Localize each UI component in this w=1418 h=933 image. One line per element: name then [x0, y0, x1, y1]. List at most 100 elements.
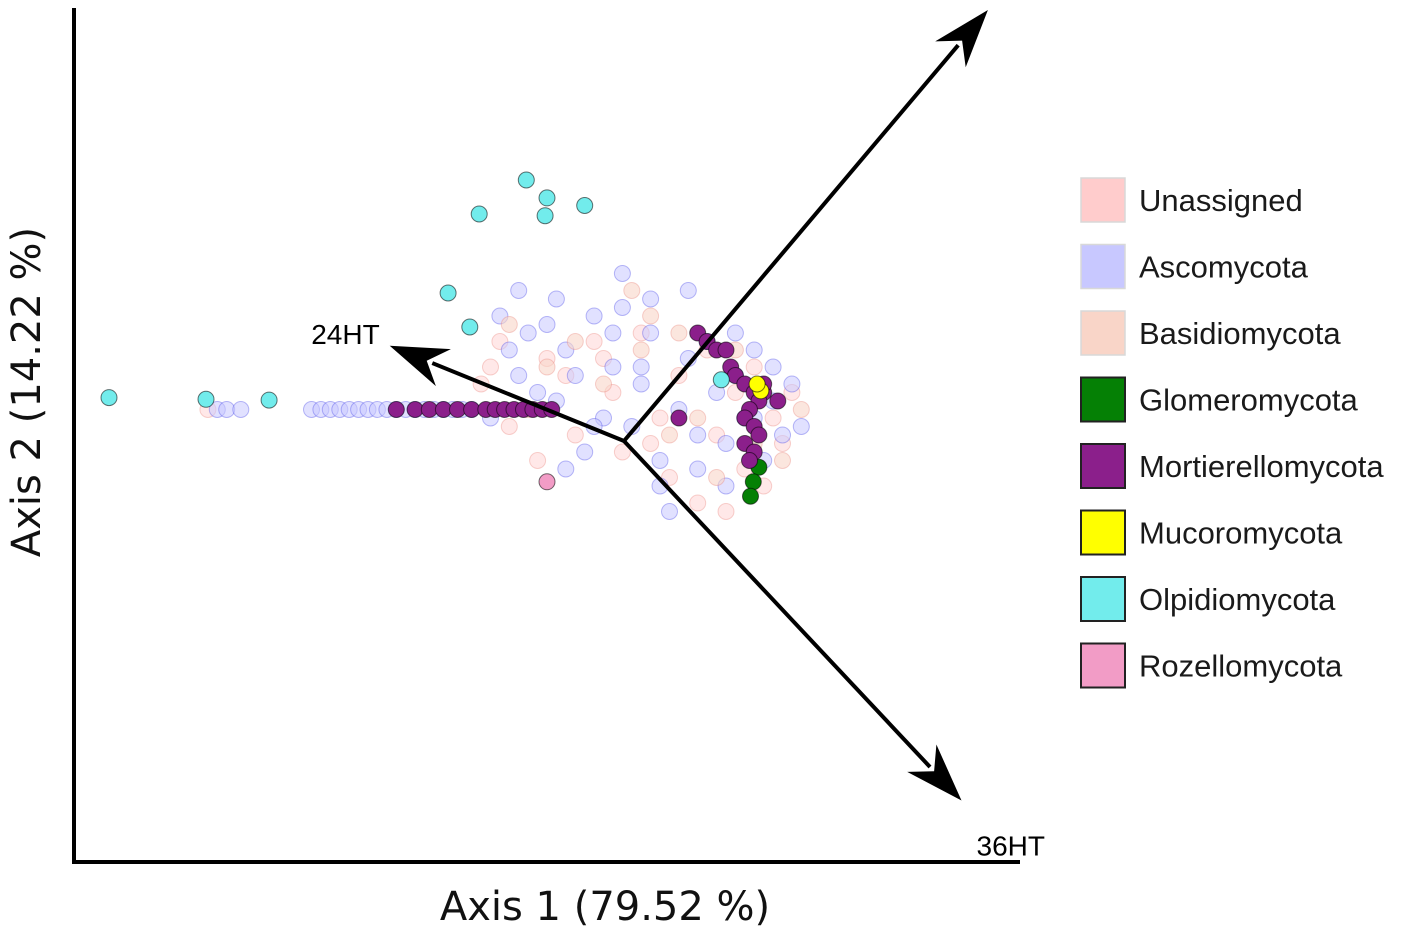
point-ascomycota-69 [632, 358, 650, 376]
point-mucoromycota-1 [748, 375, 766, 393]
point-ascomycota-67 [557, 460, 575, 478]
point-olpidiomycota-9 [461, 318, 479, 336]
point-ascomycota-59 [510, 282, 528, 299]
point-ascomycota-34 [604, 358, 622, 376]
legend-label-unassigned: Unassigned [1139, 183, 1303, 218]
legend-swatch-rozellomycota [1080, 642, 1126, 689]
point-mortierellomycota-30 [741, 452, 758, 469]
point-unassigned-20 [745, 358, 763, 376]
point-ascomycota-68 [604, 324, 622, 342]
legend-label-rozellomycota: Rozellomycota [1139, 649, 1343, 684]
point-basidiomycota-6 [661, 426, 678, 444]
point-rozellomycota-0 [538, 473, 556, 491]
legend-swatch-mortierellomycota [1080, 443, 1126, 489]
legend-swatch-ascomycota [1080, 243, 1126, 290]
point-glomeromycota-2 [742, 487, 759, 505]
point-unassigned-10 [613, 443, 631, 461]
point-ascomycota-64 [764, 358, 782, 376]
point-unassigned-22 [764, 409, 782, 427]
point-ascomycota-46 [717, 435, 735, 452]
point-basidiomycota-14 [670, 324, 688, 342]
series-mortierellomycota [387, 324, 787, 469]
point-olpidiomycota-2 [260, 391, 278, 409]
point-ascomycota-2 [232, 401, 250, 418]
point-basidiomycota-1 [538, 358, 556, 376]
point-ascomycota-40 [661, 503, 678, 520]
point-ascomycota-26 [529, 384, 547, 401]
point-basidiomycota-0 [500, 316, 518, 333]
point-unassigned-12 [651, 409, 669, 427]
point-mortierellomycota-33 [670, 409, 688, 427]
point-ascomycota-23 [500, 341, 518, 359]
vector-arrowhead-24ht [389, 345, 451, 387]
point-basidiomycota-11 [774, 452, 791, 469]
point-olpidiomycota-5 [536, 207, 554, 225]
point-ascomycota-52 [774, 426, 791, 444]
point-unassigned-15 [689, 494, 707, 512]
x-axis-title: Axis 1 (79.52 %) [440, 884, 770, 930]
point-basidiomycota-4 [623, 282, 641, 299]
legend-swatch-basidiomycota [1080, 310, 1126, 356]
point-olpidiomycota-10 [712, 371, 730, 389]
point-basidiomycota-5 [642, 307, 660, 325]
legend-label-ascomycota: Ascomycota [1139, 250, 1309, 285]
biplot-vectors: 36TGRooZ24HT36HT [311, 10, 1045, 862]
point-ascomycota-54 [792, 418, 810, 435]
point-mortierellomycota-5 [463, 401, 481, 418]
vector-arrowhead-36tgrooz [935, 10, 988, 68]
point-unassigned-7 [566, 426, 584, 444]
point-basidiomycota-7 [689, 409, 707, 427]
point-unassigned-4 [529, 452, 547, 469]
legend-label-basidiomycota: Basidiomycota [1139, 316, 1341, 351]
series-mucoromycota [748, 375, 770, 400]
point-ascomycota-53 [783, 375, 801, 393]
point-unassigned-3 [500, 418, 518, 435]
series-rozellomycota [538, 473, 556, 491]
series-glomeromycota [742, 458, 768, 505]
point-basidiomycota-3 [595, 375, 612, 393]
point-olpidiomycota-3 [517, 171, 535, 189]
point-ascomycota-25 [519, 324, 537, 342]
point-mortierellomycota-0 [387, 401, 405, 418]
point-ascomycota-65 [726, 324, 744, 342]
point-olpidiomycota-6 [576, 197, 594, 214]
point-ascomycota-32 [585, 307, 603, 325]
vector-arrowhead-36ht [907, 744, 962, 801]
point-mortierellomycota-27 [750, 426, 768, 444]
scatter-points [100, 171, 810, 520]
legend: Unassigned Ascomycota Basidiomycota Glomero… [1080, 177, 1384, 689]
point-ascomycota-57 [613, 265, 631, 282]
point-ascomycota-24 [510, 367, 528, 384]
point-ascomycota-31 [576, 443, 594, 461]
point-ascomycota-37 [632, 375, 650, 393]
point-olpidiomycota-0 [100, 389, 118, 407]
point-mortierellomycota-17 [717, 341, 735, 359]
point-olpidiomycota-8 [439, 284, 457, 302]
point-ascomycota-61 [689, 426, 707, 444]
point-basidiomycota-13 [632, 341, 650, 359]
point-basidiomycota-12 [792, 401, 810, 418]
point-ascomycota-49 [745, 341, 763, 359]
point-basidiomycota-8 [708, 469, 726, 486]
legend-label-mortierellomycota: Mortierellomycota [1139, 449, 1384, 484]
legend-label-glomeromycota: Glomeromycota [1139, 383, 1359, 418]
point-ascomycota-39 [651, 452, 669, 469]
point-mortierellomycota-1 [406, 401, 424, 418]
point-ascomycota-56 [642, 290, 660, 308]
legend-swatch-glomeromycota [1080, 376, 1126, 423]
vector-line-36tgrooz [622, 43, 960, 443]
point-ascomycota-35 [613, 299, 631, 316]
point-olpidiomycota-1 [197, 390, 215, 408]
point-basidiomycota-2 [566, 333, 584, 350]
point-ascomycota-58 [547, 290, 565, 308]
vector-label-36ht: 36HT [977, 831, 1045, 862]
vector-line-36ht [622, 439, 932, 769]
series-olpidiomycota [100, 171, 730, 409]
legend-swatch-olpidiomycota [1080, 576, 1126, 622]
point-glomeromycota-1 [744, 473, 762, 491]
vector-label-24ht: 24HT [311, 319, 379, 350]
point-ascomycota-38 [642, 324, 660, 342]
vector-line-24ht [431, 361, 625, 443]
point-olpidiomycota-4 [538, 189, 556, 207]
